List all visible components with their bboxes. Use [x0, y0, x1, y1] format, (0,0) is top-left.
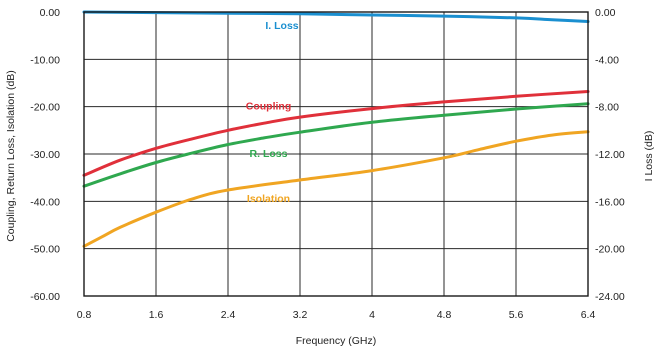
y-left-tick-label: -30.00	[30, 149, 60, 161]
y-left-tick-label: -60.00	[30, 291, 60, 303]
x-tick-label: 0.8	[77, 309, 92, 321]
y-left-tick-label: -20.00	[30, 102, 60, 114]
series-lines	[84, 12, 588, 246]
x-tick-label: 4	[369, 309, 375, 321]
series-labels: I. Loss Coupling R. Loss Isolation	[246, 20, 299, 205]
y-right-tick-label: -12.00	[595, 149, 625, 161]
grid	[84, 12, 588, 296]
y-right-tick-label: 0.00	[595, 7, 616, 19]
x-tick-label: 5.6	[509, 309, 524, 321]
x-tick-label: 4.8	[437, 309, 452, 321]
y-left-tick-label: -40.00	[30, 196, 60, 208]
series-label-r-loss: R. Loss	[250, 148, 288, 160]
x-tick-label: 6.4	[581, 309, 596, 321]
y-axis-right-title: I Loss (dB)	[643, 131, 655, 182]
series-line-i-loss	[84, 12, 588, 22]
y-right-tick-label: -16.00	[595, 196, 625, 208]
x-tick-label: 1.6	[149, 309, 164, 321]
y-left-tick-label: -10.00	[30, 54, 60, 66]
y-left-tick-label: -50.00	[30, 244, 60, 256]
y-right-tick-label: -24.00	[595, 291, 625, 303]
y-left-tick-label: 0.00	[40, 7, 61, 19]
x-tick-label: 3.2	[293, 309, 308, 321]
x-axis-title: Frequency (GHz)	[296, 335, 377, 347]
y-axis-left-title: Coupling, Return Loss, Isolation (dB)	[5, 70, 17, 242]
series-line-r-loss	[84, 104, 588, 186]
series-label-i-loss: I. Loss	[265, 20, 298, 32]
y-right-tick-label: -8.00	[595, 102, 619, 114]
y-right-tick-label: -20.00	[595, 244, 625, 256]
x-tick-label: 2.4	[221, 309, 236, 321]
series-line-isolation	[84, 132, 588, 247]
series-label-isolation: Isolation	[247, 193, 290, 205]
series-label-coupling: Coupling	[246, 101, 292, 113]
y-right-tick-label: -4.00	[595, 54, 619, 66]
tick-labels: 0.8 1.6 2.4 3.2 4 4.8 5.6 6.4 0.00 -10.00 -20.00 -3…	[30, 7, 625, 321]
